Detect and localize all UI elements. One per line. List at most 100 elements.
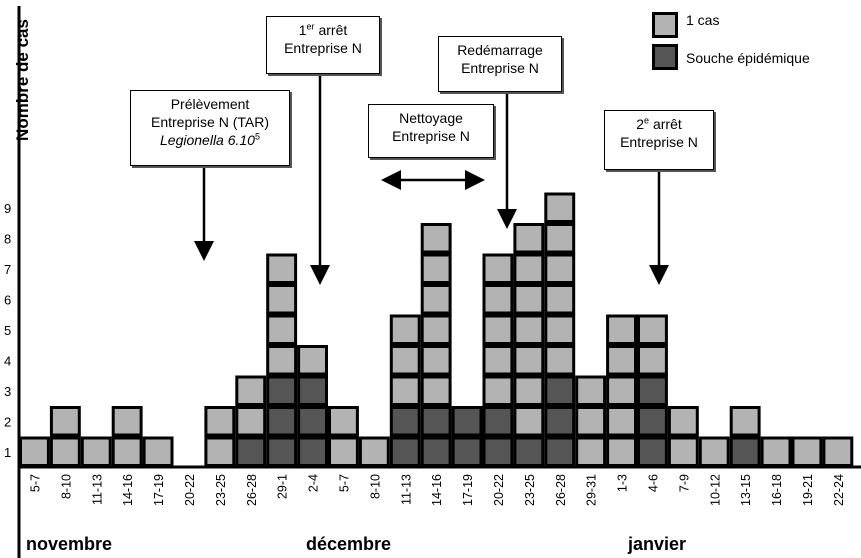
legend-souche-label: Souche épidémique <box>686 50 810 66</box>
legend-cas-swatch <box>652 12 678 38</box>
annotation-prelevement: Prélèvement Entreprise N (TAR) Legionell… <box>130 90 290 166</box>
arret2-word: arrêt <box>649 116 682 132</box>
case-square-cas <box>667 406 699 437</box>
case-square-cas <box>49 436 81 467</box>
case-square-cas <box>111 406 143 437</box>
case-square-cas <box>513 375 545 406</box>
annotation-arret1: 1er arrêt Entreprise N <box>266 16 380 74</box>
case-square-cas <box>544 284 576 315</box>
case-square-souche <box>297 375 329 406</box>
case-square-souche <box>482 436 514 467</box>
case-square-cas <box>420 284 452 315</box>
case-square-cas <box>606 406 637 437</box>
case-square-cas <box>420 223 452 254</box>
legionella-count: Legionella 6.10 <box>160 132 255 148</box>
case-square-cas <box>482 284 514 315</box>
case-square-cas <box>204 436 236 467</box>
arrows-layer <box>194 76 669 285</box>
case-square-cas <box>235 406 267 437</box>
case-square-cas <box>637 314 668 345</box>
y-tick-label: 4 <box>4 353 11 368</box>
x-tick-label: 5-7 <box>337 474 351 492</box>
case-square-cas <box>544 314 576 345</box>
annotation-prelevement-line3: Legionella 6.105 <box>137 131 283 149</box>
case-square-souche <box>637 436 668 467</box>
case-square-souche <box>420 436 452 467</box>
case-square-cas <box>544 345 576 376</box>
case-square-souche <box>389 436 421 467</box>
annotation-arret2-line2: Entreprise N <box>620 134 698 150</box>
x-tick-label: 10-12 <box>708 474 722 506</box>
case-square-cas <box>575 375 607 406</box>
case-square-cas <box>606 345 637 376</box>
x-tick-label: 20-22 <box>183 474 197 506</box>
case-square-souche <box>637 375 668 406</box>
case-square-souche <box>266 436 298 467</box>
case-square-cas <box>80 436 112 467</box>
month-label-novembre: novembre <box>26 534 113 554</box>
case-square-cas <box>667 436 699 467</box>
x-tick-label: 14-16 <box>121 474 135 506</box>
case-square-cas <box>822 436 854 467</box>
case-square-cas <box>266 284 298 315</box>
case-square-cas <box>513 253 545 284</box>
annotation-arret1-line1: 1er arrêt <box>273 21 373 39</box>
y-tick-label: 3 <box>4 384 11 399</box>
ticks-layer: 1 2 3 4 5 6 7 8 9 5-7 8-10 11-13 14-16 17-19 20-22 23-2… <box>4 201 846 506</box>
case-square-cas <box>420 375 452 406</box>
annotation-arret2-line1: 2e arrêt <box>611 115 707 133</box>
x-tick-label: 23-25 <box>214 474 228 506</box>
bars-layer <box>19 192 854 467</box>
case-square-cas <box>791 436 823 467</box>
case-square-cas <box>513 314 545 345</box>
case-square-cas <box>49 406 81 437</box>
annotation-nettoyage: Nettoyage Entreprise N <box>368 104 494 158</box>
x-tick-label: 8-10 <box>368 474 382 499</box>
annotation-arret2: 2e arrêt Entreprise N <box>604 110 714 170</box>
case-square-cas <box>513 284 545 315</box>
case-square-cas <box>575 436 607 467</box>
case-square-cas <box>389 314 421 345</box>
x-tick-label: 8-10 <box>59 474 73 499</box>
case-square-souche <box>266 406 298 437</box>
x-tick-label: 11-13 <box>399 474 413 505</box>
case-square-souche <box>482 406 514 437</box>
case-square-cas <box>482 314 514 345</box>
x-tick-label: 26-28 <box>245 474 259 506</box>
y-tick-label: 6 <box>4 292 11 307</box>
case-square-souche <box>266 375 298 406</box>
case-square-cas <box>606 314 637 345</box>
case-square-cas <box>482 375 514 406</box>
case-square-souche <box>420 406 452 437</box>
annotation-arret1-line2: Entreprise N <box>284 40 362 56</box>
case-square-souche <box>389 406 421 437</box>
arret2-number: 2 <box>636 116 645 132</box>
month-label-janvier: janvier <box>628 534 687 554</box>
case-square-cas <box>575 406 607 437</box>
annotation-redemarrage-line1: Redémarrage <box>457 42 543 58</box>
annotation-prelevement-line1: Prélèvement <box>170 96 250 112</box>
annotation-nettoyage-line2: Entreprise N <box>392 128 470 144</box>
case-square-cas <box>389 345 421 376</box>
case-square-cas <box>544 223 576 254</box>
x-tick-label: 17-19 <box>152 474 166 506</box>
case-square-cas <box>266 314 298 345</box>
arret1-word: arrêt <box>314 22 348 38</box>
case-square-cas <box>606 436 637 467</box>
case-square-cas <box>513 223 545 254</box>
case-square-souche <box>297 436 329 467</box>
y-tick-label: 7 <box>4 262 11 277</box>
case-square-cas <box>111 436 143 467</box>
legend-souche-swatch <box>652 44 678 70</box>
case-square-cas <box>482 345 514 376</box>
x-tick-label: 5-7 <box>28 474 42 492</box>
case-square-cas <box>544 253 576 284</box>
annotation-nettoyage-line1: Nettoyage <box>399 110 463 126</box>
case-square-souche <box>544 436 576 467</box>
case-square-cas <box>482 253 514 284</box>
annotation-prelevement-line2: Entreprise N (TAR) <box>151 114 269 130</box>
y-tick-label: 1 <box>4 445 11 460</box>
case-square-souche <box>451 406 483 437</box>
case-square-cas <box>266 345 298 376</box>
annotation-redemarrage: Redémarrage Entreprise N <box>438 36 562 92</box>
